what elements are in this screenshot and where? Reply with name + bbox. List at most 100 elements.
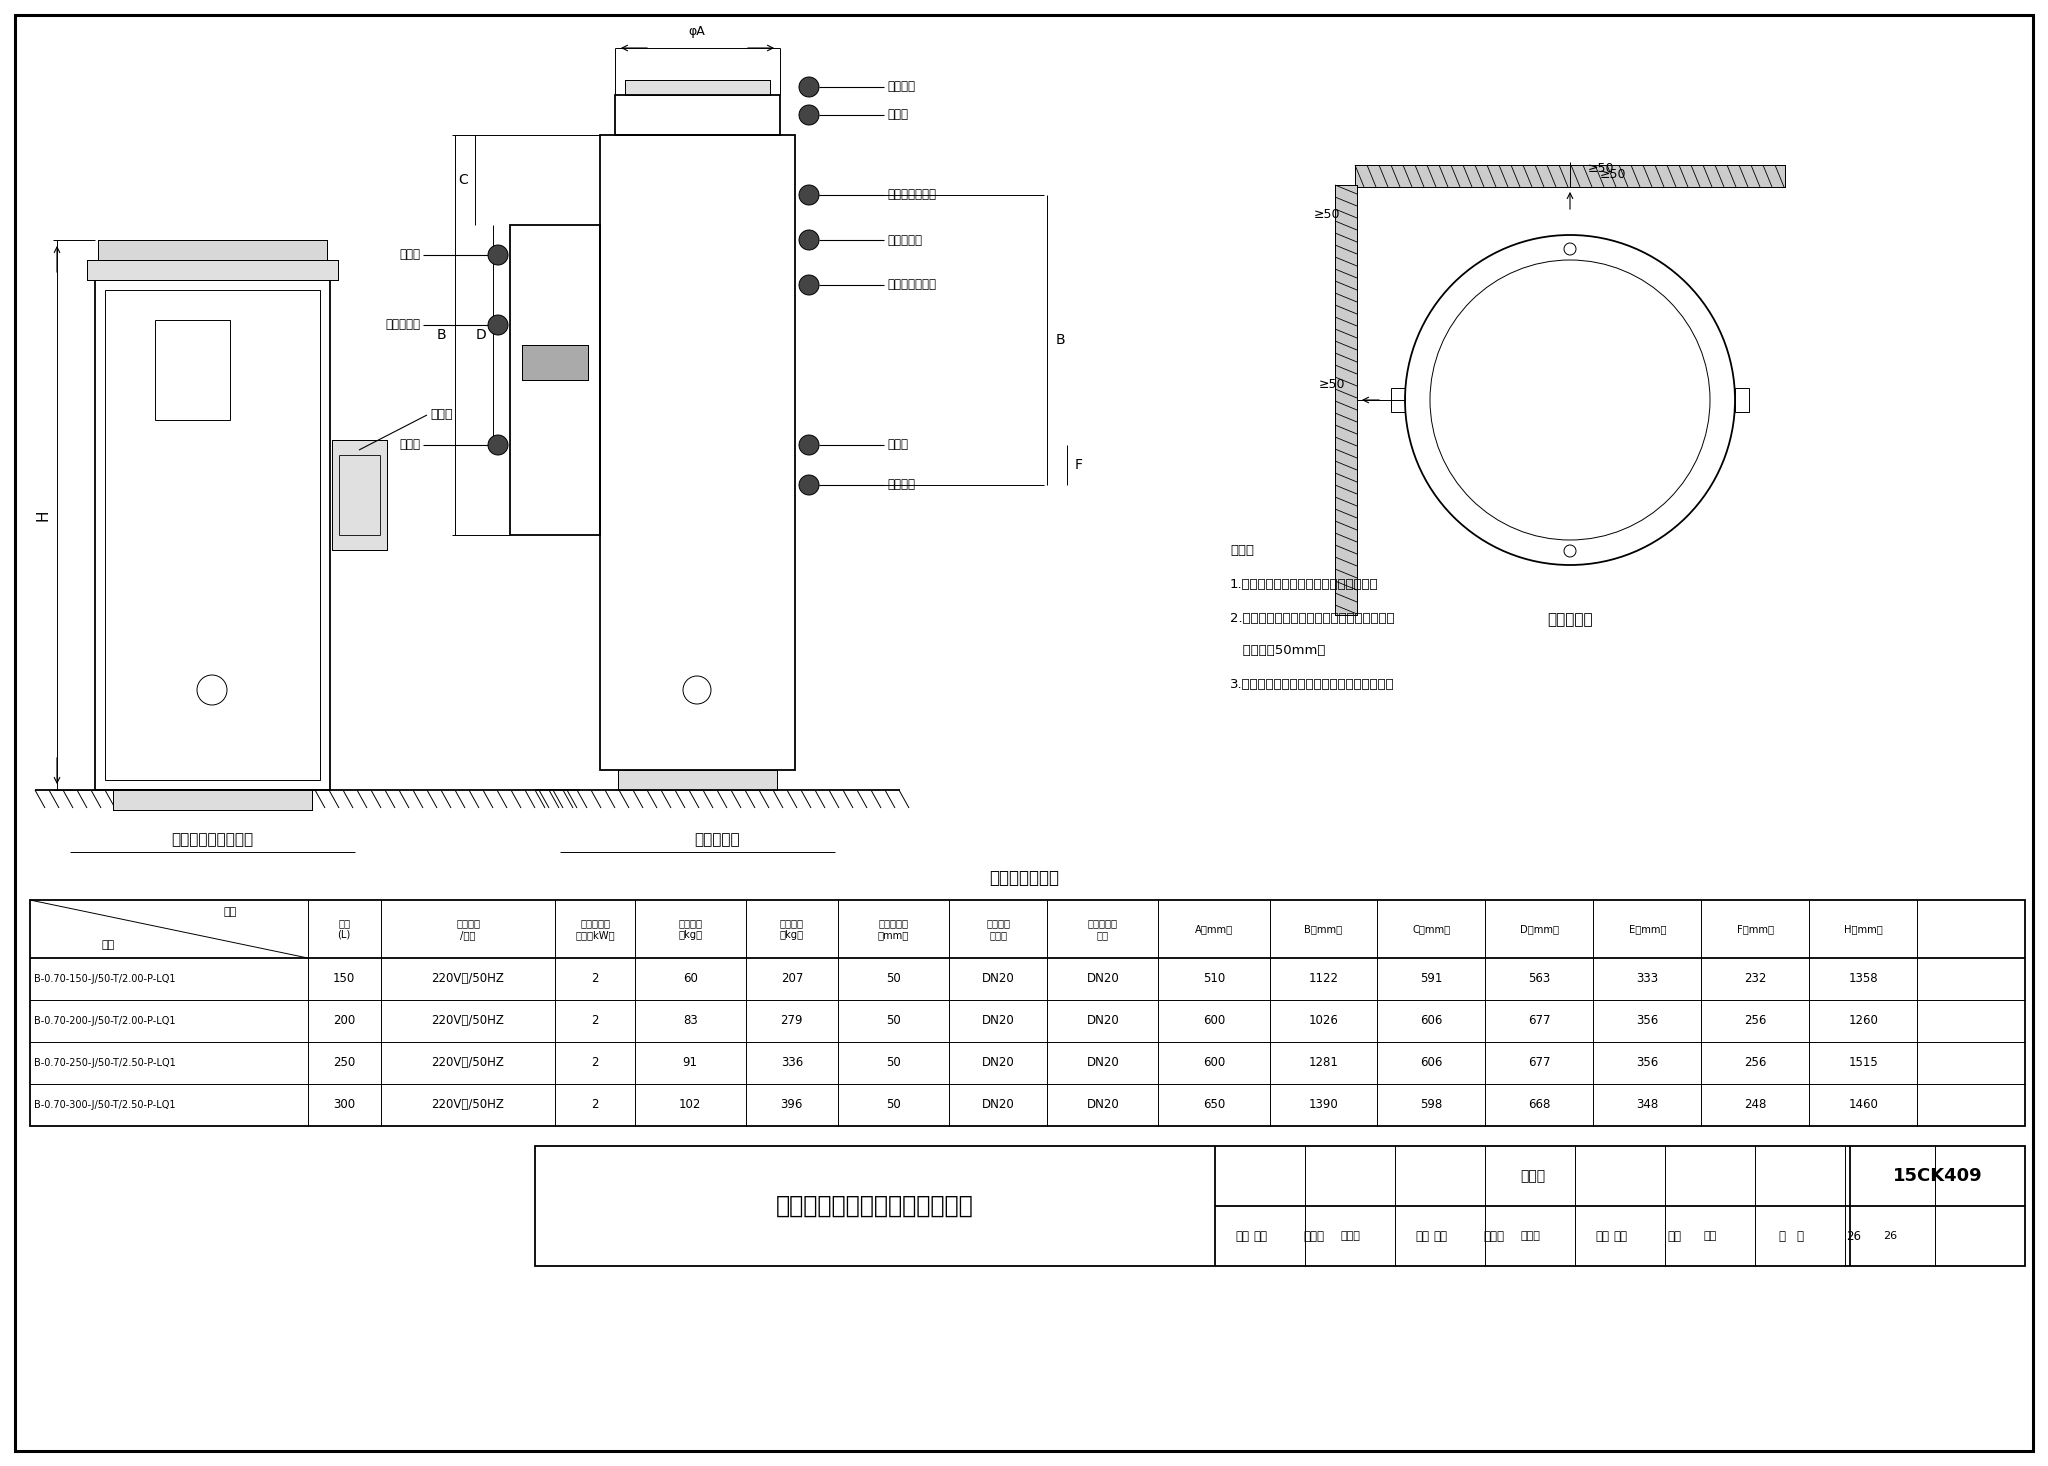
Text: 循环水管头
规格: 循环水管头 规格 bbox=[1087, 918, 1118, 940]
Text: 王柱小: 王柱小 bbox=[1483, 1230, 1505, 1243]
Text: 水箱俯视图: 水箱俯视图 bbox=[1546, 613, 1593, 627]
Text: 591: 591 bbox=[1419, 972, 1442, 985]
Text: 钟家淮: 钟家淮 bbox=[1339, 1231, 1360, 1242]
Text: 356: 356 bbox=[1636, 1014, 1659, 1028]
Text: 2: 2 bbox=[592, 1098, 598, 1111]
Text: 300: 300 bbox=[334, 1098, 354, 1111]
Text: ≥50: ≥50 bbox=[1587, 163, 1614, 176]
Text: 50: 50 bbox=[887, 1057, 901, 1070]
Circle shape bbox=[487, 245, 508, 265]
Text: 设计: 设计 bbox=[1595, 1230, 1610, 1243]
Text: 232: 232 bbox=[1745, 972, 1765, 985]
Bar bbox=[113, 790, 311, 811]
Text: B-0.70-250-J/50-T/2.50-P-LQ1: B-0.70-250-J/50-T/2.50-P-LQ1 bbox=[35, 1058, 176, 1069]
Text: B-0.70-300-J/50-T/2.50-P-LQ1: B-0.70-300-J/50-T/2.50-P-LQ1 bbox=[35, 1100, 176, 1110]
Text: DN20: DN20 bbox=[981, 1014, 1014, 1028]
Text: 677: 677 bbox=[1528, 1014, 1550, 1028]
Text: DN20: DN20 bbox=[1087, 1014, 1120, 1028]
Text: 1.本图适用于落地安装的室内储热水箱。: 1.本图适用于落地安装的室内储热水箱。 bbox=[1231, 579, 1378, 591]
Text: 审核: 审核 bbox=[1253, 1230, 1268, 1243]
Text: 256: 256 bbox=[1745, 1057, 1765, 1070]
Text: 李红: 李红 bbox=[1667, 1230, 1681, 1243]
Text: 搪瓷承压水箱侧视图: 搪瓷承压水箱侧视图 bbox=[170, 833, 254, 847]
Text: 563: 563 bbox=[1528, 972, 1550, 985]
Text: ≥50: ≥50 bbox=[1313, 208, 1339, 221]
Bar bbox=[98, 240, 328, 259]
Bar bbox=[86, 259, 338, 280]
Text: D: D bbox=[475, 328, 485, 342]
Text: DN20: DN20 bbox=[981, 1098, 1014, 1111]
Text: 83: 83 bbox=[682, 1014, 698, 1028]
Bar bbox=[1356, 166, 1786, 188]
Bar bbox=[332, 440, 387, 550]
Text: H: H bbox=[35, 509, 51, 520]
Text: DN20: DN20 bbox=[981, 972, 1014, 985]
Text: 热泵循环进水口: 热泵循环进水口 bbox=[887, 189, 936, 201]
Text: 677: 677 bbox=[1528, 1057, 1550, 1070]
Text: C（mm）: C（mm） bbox=[1413, 924, 1450, 934]
Text: 镁棒口: 镁棒口 bbox=[399, 438, 420, 452]
Text: 页: 页 bbox=[1778, 1230, 1786, 1243]
Text: 钟家淮: 钟家淮 bbox=[1303, 1230, 1325, 1243]
Text: 型号: 型号 bbox=[100, 940, 115, 950]
Text: 太阳能进口: 太阳能进口 bbox=[385, 318, 420, 331]
Circle shape bbox=[799, 435, 819, 454]
Text: 2.水箱宜安装在室内或阳台适宜的位置，距墙: 2.水箱宜安装在室内或阳台适宜的位置，距墙 bbox=[1231, 611, 1395, 625]
Text: 26: 26 bbox=[1882, 1231, 1896, 1242]
Bar bbox=[113, 790, 311, 811]
Bar bbox=[1335, 185, 1358, 616]
Text: D（mm）: D（mm） bbox=[1520, 924, 1559, 934]
Text: 248: 248 bbox=[1745, 1098, 1765, 1111]
Bar bbox=[31, 900, 2025, 1126]
Circle shape bbox=[487, 315, 508, 336]
Text: DN20: DN20 bbox=[1087, 972, 1120, 985]
Text: 2: 2 bbox=[592, 972, 598, 985]
Circle shape bbox=[799, 230, 819, 251]
Bar bbox=[98, 240, 328, 259]
Text: 1515: 1515 bbox=[1847, 1057, 1878, 1070]
Text: 太阳能出口: 太阳能出口 bbox=[887, 233, 922, 246]
Text: 水箱净重
（kg）: 水箱净重 （kg） bbox=[678, 918, 702, 940]
Text: 220V～/50HZ: 220V～/50HZ bbox=[432, 1057, 504, 1070]
Text: 电辅助加热
功率（kW）: 电辅助加热 功率（kW） bbox=[575, 918, 614, 940]
Text: E（mm）: E（mm） bbox=[1628, 924, 1665, 934]
Bar bbox=[614, 95, 780, 135]
Text: 256: 256 bbox=[1745, 1014, 1765, 1028]
Text: 2: 2 bbox=[592, 1057, 598, 1070]
Circle shape bbox=[799, 475, 819, 496]
Text: 校对: 校对 bbox=[1434, 1230, 1448, 1243]
Text: 运行重量
（kg）: 运行重量 （kg） bbox=[780, 918, 805, 940]
Text: 220V～/50HZ: 220V～/50HZ bbox=[432, 972, 504, 985]
Text: 91: 91 bbox=[682, 1057, 698, 1070]
Text: F: F bbox=[1075, 457, 1083, 472]
Text: 说明：: 说明： bbox=[1231, 544, 1253, 557]
Text: ≥50: ≥50 bbox=[1319, 378, 1346, 390]
Text: 2: 2 bbox=[592, 1014, 598, 1028]
Text: B（mm）: B（mm） bbox=[1305, 924, 1343, 934]
Text: H（mm）: H（mm） bbox=[1843, 924, 1882, 934]
Text: 220V～/50HZ: 220V～/50HZ bbox=[432, 1014, 504, 1028]
Text: 1460: 1460 bbox=[1847, 1098, 1878, 1111]
Text: 60: 60 bbox=[682, 972, 698, 985]
Bar bbox=[600, 135, 795, 770]
Text: 进出水管
头规格: 进出水管 头规格 bbox=[987, 918, 1010, 940]
Bar bbox=[332, 440, 387, 550]
Text: 多能互补用水箱规格技术参数表: 多能互补用水箱规格技术参数表 bbox=[776, 1193, 975, 1218]
Text: A（mm）: A（mm） bbox=[1194, 924, 1233, 934]
Text: DN20: DN20 bbox=[1087, 1098, 1120, 1111]
Text: 356: 356 bbox=[1636, 1057, 1659, 1070]
Text: 207: 207 bbox=[780, 972, 803, 985]
Circle shape bbox=[799, 106, 819, 125]
Text: DN20: DN20 bbox=[1087, 1057, 1120, 1070]
Bar bbox=[156, 320, 229, 419]
Text: φA: φA bbox=[688, 25, 705, 38]
Text: 50: 50 bbox=[887, 1098, 901, 1111]
Text: 348: 348 bbox=[1636, 1098, 1659, 1111]
Text: 1281: 1281 bbox=[1309, 1057, 1339, 1070]
Bar bbox=[625, 81, 770, 95]
Text: 333: 333 bbox=[1636, 972, 1659, 985]
Text: 校对: 校对 bbox=[1415, 1230, 1430, 1243]
Circle shape bbox=[1565, 243, 1577, 255]
Text: 图集号: 图集号 bbox=[1520, 1168, 1544, 1183]
Text: 排污口: 排污口 bbox=[887, 438, 907, 452]
